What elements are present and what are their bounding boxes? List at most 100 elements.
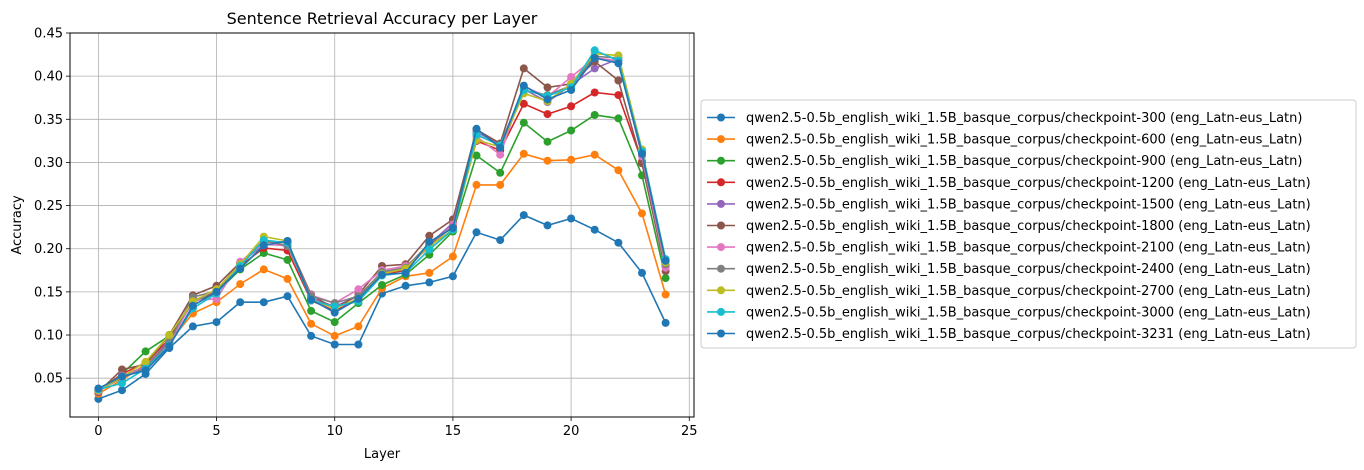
data-point <box>425 245 434 254</box>
legend-marker <box>717 199 725 208</box>
legend-entry: qwen2.5-0.5b_english_wiki_1.5B_basque_co… <box>707 154 1302 169</box>
data-point <box>543 221 552 230</box>
data-point <box>519 118 528 127</box>
data-point <box>448 272 457 281</box>
legend-label: qwen2.5-0.5b_english_wiki_1.5B_basque_co… <box>746 154 1302 169</box>
data-point <box>519 99 528 108</box>
data-point <box>590 225 599 234</box>
data-point <box>212 287 221 296</box>
y-tick-label: 0.20 <box>34 242 63 257</box>
y-tick-label: 0.10 <box>34 329 63 344</box>
data-point <box>590 150 599 159</box>
legend-marker <box>717 156 725 165</box>
x-axis: 0 5 10 15 20 25 <box>94 417 698 439</box>
data-point <box>590 111 599 119</box>
data-point <box>94 384 103 393</box>
data-point <box>425 268 434 277</box>
legend-label: qwen2.5-0.5b_english_wiki_1.5B_basque_co… <box>746 219 1311 234</box>
data-point <box>543 156 552 165</box>
data-point <box>661 318 670 327</box>
data-point <box>307 319 316 328</box>
data-point <box>283 292 292 301</box>
data-point <box>614 76 623 85</box>
data-point <box>590 46 599 55</box>
data-point <box>590 88 599 97</box>
data-point <box>496 168 505 177</box>
x-tick-label: 5 <box>212 424 220 439</box>
data-point <box>330 331 339 340</box>
data-point <box>307 295 316 304</box>
data-point <box>354 340 363 349</box>
x-tick-label: 10 <box>326 424 343 439</box>
data-point <box>141 366 150 375</box>
data-point <box>638 149 646 158</box>
y-tick-label: 0.05 <box>34 372 63 387</box>
data-point <box>330 308 339 317</box>
data-point <box>330 340 339 349</box>
legend-entry: qwen2.5-0.5b_english_wiki_1.5B_basque_co… <box>707 284 1311 299</box>
data-point <box>378 270 386 279</box>
x-axis-title: Layer <box>364 447 401 462</box>
data-point <box>519 81 528 90</box>
data-point <box>259 265 268 274</box>
legend-label: qwen2.5-0.5b_english_wiki_1.5B_basque_co… <box>746 133 1302 148</box>
legend-marker <box>717 307 725 316</box>
legend-marker <box>717 329 725 338</box>
data-point <box>638 268 646 277</box>
data-point <box>543 95 552 104</box>
data-point <box>567 73 576 81</box>
y-tick-label: 0.30 <box>34 156 63 171</box>
data-point <box>401 268 410 277</box>
data-point <box>236 280 245 289</box>
y-tick-label: 0.45 <box>34 27 63 42</box>
chart-title: Sentence Retrieval Accuracy per Layer <box>227 9 538 28</box>
legend-marker <box>717 243 725 252</box>
data-point <box>330 318 339 327</box>
legend-label: qwen2.5-0.5b_english_wiki_1.5B_basque_co… <box>746 111 1302 126</box>
legend-entry: qwen2.5-0.5b_english_wiki_1.5B_basque_co… <box>707 262 1311 277</box>
legend-marker <box>717 286 725 295</box>
legend-label: qwen2.5-0.5b_english_wiki_1.5B_basque_co… <box>746 284 1311 299</box>
data-point <box>543 137 552 146</box>
data-point <box>448 252 457 261</box>
series-10 <box>94 54 670 393</box>
legend-marker <box>717 178 725 187</box>
data-point <box>425 237 434 246</box>
data-point <box>283 237 292 245</box>
legend-label: qwen2.5-0.5b_english_wiki_1.5B_basque_co… <box>746 197 1311 212</box>
legend: qwen2.5-0.5b_english_wiki_1.5B_basque_co… <box>700 99 1357 349</box>
y-axis-title: Accuracy <box>10 195 25 255</box>
x-tick-label: 20 <box>563 424 580 439</box>
plot-frame <box>69 32 695 418</box>
legend-marker <box>717 264 725 273</box>
y-tick-label: 0.15 <box>34 285 63 300</box>
y-tick-label: 0.25 <box>34 199 63 214</box>
legend-entry: qwen2.5-0.5b_english_wiki_1.5B_basque_co… <box>707 241 1311 256</box>
legend-entry: qwen2.5-0.5b_english_wiki_1.5B_basque_co… <box>707 219 1311 234</box>
data-point <box>472 228 481 237</box>
data-point <box>661 256 670 265</box>
data-point <box>543 83 552 92</box>
x-tick-label: 15 <box>445 424 462 439</box>
data-point <box>590 64 599 73</box>
data-point <box>567 126 576 135</box>
y-axis: 0.05 0.10 0.15 0.20 0.25 0.30 0.35 0.40 0.45 <box>34 27 70 387</box>
data-point <box>496 143 505 152</box>
legend-frame <box>700 99 1357 349</box>
legend-entry: qwen2.5-0.5b_english_wiki_1.5B_basque_co… <box>707 197 1311 212</box>
data-point <box>236 298 245 307</box>
data-point <box>614 59 623 68</box>
data-point <box>448 224 457 232</box>
data-point <box>259 241 268 250</box>
data-point <box>236 264 245 273</box>
data-point <box>141 357 150 366</box>
data-point <box>472 124 481 133</box>
data-point <box>118 379 126 388</box>
data-point <box>118 372 126 381</box>
data-point <box>165 342 174 351</box>
data-point <box>188 301 197 310</box>
data-point <box>638 209 646 218</box>
legend-entry: qwen2.5-0.5b_english_wiki_1.5B_basque_co… <box>707 327 1311 342</box>
x-tick-label: 25 <box>681 424 698 439</box>
